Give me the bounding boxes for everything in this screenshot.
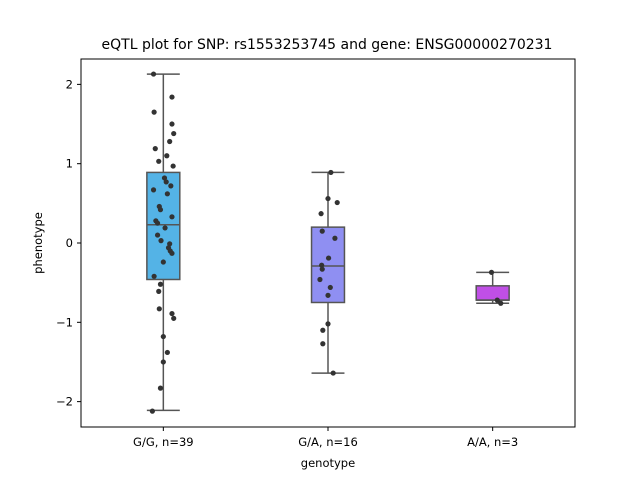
data-point (327, 284, 333, 291)
data-point (156, 288, 162, 294)
data-point (164, 191, 170, 197)
x-tick-label: G/G, n=39 (133, 435, 194, 449)
iqr-box (475, 285, 510, 301)
box-1 (310, 171, 346, 374)
data-point (330, 370, 336, 376)
data-point (161, 175, 168, 181)
data-point (150, 71, 157, 77)
data-point (319, 262, 325, 268)
data-point (318, 211, 324, 217)
data-point (151, 109, 157, 115)
data-point (171, 130, 177, 137)
data-point (498, 300, 504, 306)
y-tick-label: 0 (66, 236, 73, 250)
data-point (332, 235, 338, 241)
box-2 (475, 271, 510, 305)
data-point (157, 385, 164, 391)
data-point (319, 228, 325, 234)
data-point (158, 238, 164, 244)
data-point (169, 121, 175, 127)
x-tick-label: G/A, n=16 (298, 435, 358, 449)
data-point (156, 158, 162, 164)
data-point (154, 232, 161, 238)
data-point (320, 341, 326, 347)
data-point (169, 250, 175, 256)
data-point (152, 146, 158, 152)
data-point (156, 306, 162, 312)
data-point (169, 214, 175, 220)
data-point (317, 276, 323, 283)
x-axis-ticks: G/G, n=39 G/A, n=16 A/A, n=3 (133, 427, 518, 449)
chart-title: eQTL plot for SNP: rs1553253745 and gene… (102, 37, 553, 53)
data-point (151, 273, 157, 279)
data-point (154, 220, 161, 226)
plot-area (146, 71, 510, 414)
data-point (150, 187, 157, 193)
data-point (325, 321, 331, 327)
y-tick-label: −1 (56, 315, 73, 329)
data-point (157, 281, 164, 287)
data-point (325, 255, 332, 261)
data-point (149, 408, 155, 414)
data-point (164, 349, 170, 356)
data-point (325, 292, 331, 298)
data-point (319, 266, 325, 272)
data-point (169, 94, 175, 100)
data-point (334, 199, 340, 206)
y-axis-label: phenotype (31, 212, 45, 274)
data-point (328, 169, 334, 176)
y-tick-label: −2 (56, 395, 73, 409)
data-point (320, 327, 326, 333)
data-point (162, 225, 168, 231)
data-point (170, 163, 176, 169)
data-point (169, 310, 175, 317)
data-point (160, 259, 166, 265)
data-point (160, 359, 166, 365)
y-axis-ticks: 2 1 0 −1 −2 (56, 77, 81, 409)
data-point (164, 153, 170, 159)
data-point (157, 207, 164, 213)
data-point (325, 195, 331, 202)
data-point (168, 183, 174, 189)
data-point (494, 297, 500, 303)
data-point (163, 179, 169, 185)
y-tick-label: 2 (66, 77, 73, 91)
x-tick-label: A/A, n=3 (467, 435, 518, 449)
x-axis-label: genotype (301, 456, 355, 470)
data-point (488, 269, 495, 275)
iqr-box (310, 226, 346, 304)
data-point (171, 315, 177, 321)
y-tick-label: 1 (66, 157, 73, 171)
data-point (167, 241, 173, 247)
data-point (160, 333, 166, 340)
data-point (167, 138, 173, 145)
